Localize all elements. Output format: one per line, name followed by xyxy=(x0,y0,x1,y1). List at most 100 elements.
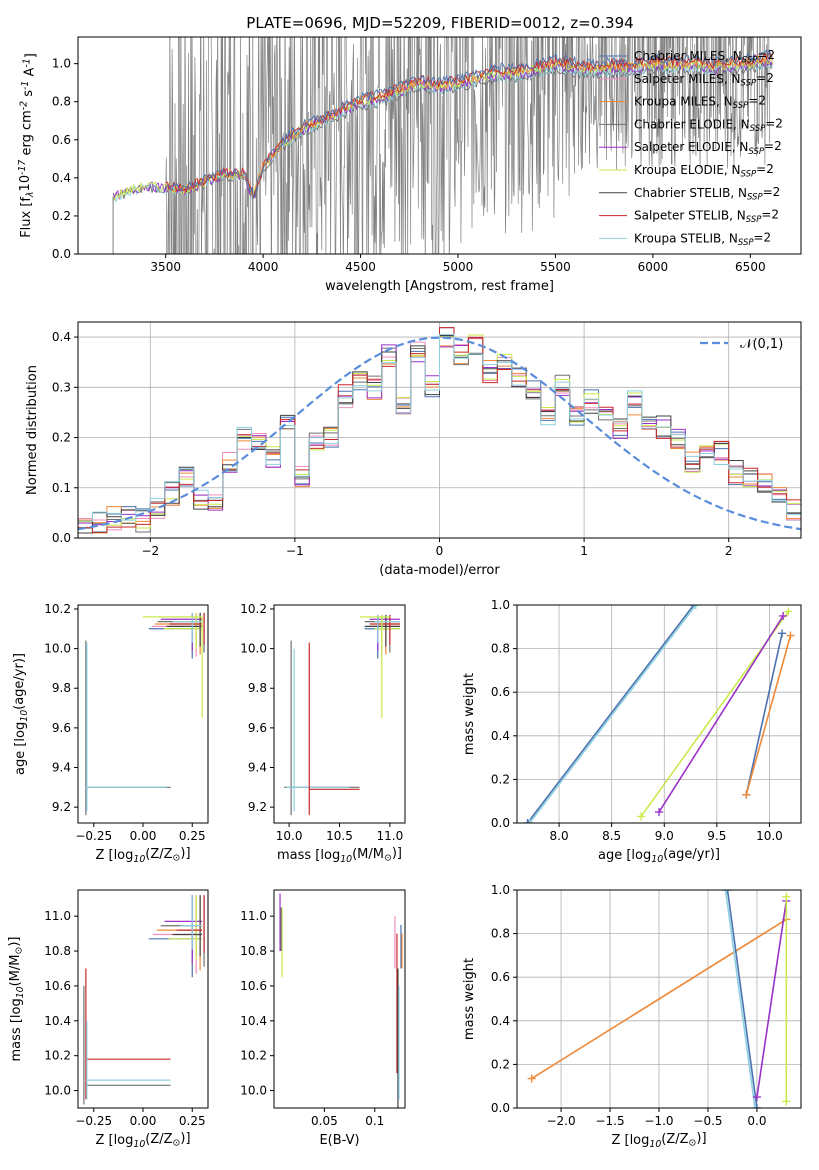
legend-label: Salpeter STELIB, NSSP=2 xyxy=(634,208,779,226)
plot-mass-vs-ebv xyxy=(279,893,403,1108)
label-part: s xyxy=(21,90,36,101)
x-tick-label: 2 xyxy=(725,544,733,558)
label-part: age [log xyxy=(598,848,651,863)
x-tick-label: 0.0 xyxy=(747,1114,766,1128)
y-tick-label: 9.6 xyxy=(248,721,267,735)
point-marker xyxy=(752,1104,761,1108)
axes-weight-vs-age: 8.0 8.5 9.0 9.5 10.0 0.0 0.2 0.4 0.6 0.8 1.0 age [l… xyxy=(462,598,802,865)
x-tick-label: −1 xyxy=(286,544,304,558)
label-part: SSP xyxy=(747,192,763,202)
weight-line xyxy=(745,633,783,795)
label-part: E(B-V) xyxy=(319,1133,359,1148)
x-tick-label: −2.0 xyxy=(546,1114,575,1128)
label-part: age [log xyxy=(13,722,28,775)
label-part: )] xyxy=(180,846,190,861)
label-part: 𝒩(0,1) xyxy=(740,337,783,352)
point-marker xyxy=(525,819,534,823)
label-part: 10 xyxy=(18,175,33,192)
x-axis-label: wavelength [Angstrom, rest frame] xyxy=(325,279,554,294)
label-part: -1 xyxy=(22,58,33,67)
y-tick-label: 0.6 xyxy=(491,970,510,984)
label-part: =2 xyxy=(761,208,779,222)
point-marker xyxy=(742,790,751,799)
point-marker xyxy=(782,892,791,901)
axes-frame xyxy=(77,36,802,255)
plot-weight-vs-age xyxy=(517,605,801,823)
label-part: ⊙ xyxy=(173,853,181,864)
y-tick-label: 10.4 xyxy=(44,1014,71,1028)
label-part: )] xyxy=(7,937,22,947)
y-tick-label: 10.0 xyxy=(240,1084,267,1098)
point-marker xyxy=(752,1093,761,1102)
y-tick-label: 0.2 xyxy=(491,1057,510,1071)
label-part: 10 xyxy=(651,854,663,865)
label-part: -17 xyxy=(17,160,28,175)
label-part: (Z/Z xyxy=(145,1132,172,1147)
y-tick-label: 10.6 xyxy=(240,979,267,993)
label-part: Kroupa ELODIE, N xyxy=(634,163,741,177)
y-tick-label: 11.0 xyxy=(240,909,267,923)
label-part: =2 xyxy=(757,48,775,62)
axes-age-vs-mass: 10.0 10.5 11.0 9.2 9.4 9.6 9.8 10.0 10.2 mass [lo… xyxy=(240,602,406,865)
plot-area: 3500 4000 4500 5000 5500 6000 6500 0.0 0.2 0.4 0.6… xyxy=(7,36,802,1150)
label-part: 10 xyxy=(340,854,352,865)
label-part: ] xyxy=(24,53,39,58)
weight-line xyxy=(745,635,792,795)
model-line xyxy=(165,49,773,199)
weight-line xyxy=(724,890,756,1108)
x-tick-label: 10.0 xyxy=(756,829,783,843)
axes-mass-vs-ebv: 0.05 0.1 10.0 10.2 10.4 10.6 10.8 11.0 E(B-V) xyxy=(240,889,406,1148)
axes-frame xyxy=(516,604,802,824)
x-tick-label: 3500 xyxy=(150,260,181,274)
label-part: =2 xyxy=(754,230,772,244)
x-tick-label: 0.25 xyxy=(179,1114,206,1128)
legend-label: Kroupa STELIB, NSSP=2 xyxy=(634,230,771,248)
label-part: (data-model)/error xyxy=(379,563,500,578)
y-tick-label: 10.2 xyxy=(240,602,267,616)
x-tick-label: 5000 xyxy=(443,260,474,274)
legend-label: Kroupa ELODIE, NSSP=2 xyxy=(634,162,774,180)
x-axis-label: Z [log10​(Z/Z⊙​)] xyxy=(95,1131,190,1150)
y-tick-label: 0.2 xyxy=(52,431,71,445)
label-part: 10 xyxy=(133,1139,145,1150)
axes-frame xyxy=(77,889,209,1109)
point-marker xyxy=(691,605,700,609)
label-part: Salpeter ELODIE, N xyxy=(634,140,748,154)
label-part: )] xyxy=(392,846,402,861)
x-tick-label: −1.5 xyxy=(595,1114,624,1128)
axes-weight-vs-Z: −2.0 −1.5 −1.0 −0.5 0.0 0.0 0.2 0.4 0.6 0.8 1.0 Z [… xyxy=(462,883,802,1150)
label-part: (Z/Z xyxy=(145,847,172,862)
histogram-step xyxy=(78,333,801,538)
y-tick-label: 10.8 xyxy=(240,944,267,958)
y-axis-label: age [log10​(age/yr)] xyxy=(12,653,30,775)
legend-label: Salpeter MILES, NSSP=2 xyxy=(634,71,774,89)
y-axis-label: Flux [fλ​10-17​ erg cm-2​ s-1​ A-1​] xyxy=(17,53,39,238)
y-tick-label: 9.6 xyxy=(52,721,71,735)
label-part: SSP xyxy=(750,124,766,134)
y-tick-label: 9.4 xyxy=(52,761,71,775)
axes-frame xyxy=(273,889,406,1109)
x-tick-label: 5500 xyxy=(540,260,571,274)
y-tick-label: 9.2 xyxy=(248,800,267,814)
label-part: mass [log xyxy=(9,998,24,1061)
label-part: =2 xyxy=(748,94,766,108)
y-axis-label: mass weight xyxy=(462,958,477,1040)
plot-residual-hist xyxy=(78,322,801,538)
legend-label: Chabrier STELIB, NSSP=2 xyxy=(634,185,780,203)
label-part: Salpeter MILES, N xyxy=(634,72,741,86)
figure-title: PLATE=0696, MJD=52209, FIBERID=0012, z=0… xyxy=(246,14,633,32)
label-part: SSP xyxy=(742,56,758,66)
label-part: wavelength [Angstrom, rest frame] xyxy=(325,279,554,294)
x-tick-label: 1 xyxy=(580,544,588,558)
x-axis-label: Z [log10​(Z/Z⊙​)] xyxy=(611,1131,706,1150)
x-tick-label: −1.0 xyxy=(644,1114,673,1128)
label-part: mass weight xyxy=(462,958,477,1040)
x-tick-label: −2 xyxy=(141,544,159,558)
x-axis-label: E(B-V) xyxy=(319,1133,359,1148)
point-marker xyxy=(655,808,663,817)
label-part: Z [log xyxy=(95,1133,133,1148)
x-tick-label: 0.05 xyxy=(311,1114,338,1128)
x-axis-label: (data-model)/error xyxy=(379,563,500,578)
label-part: =2 xyxy=(764,139,782,153)
